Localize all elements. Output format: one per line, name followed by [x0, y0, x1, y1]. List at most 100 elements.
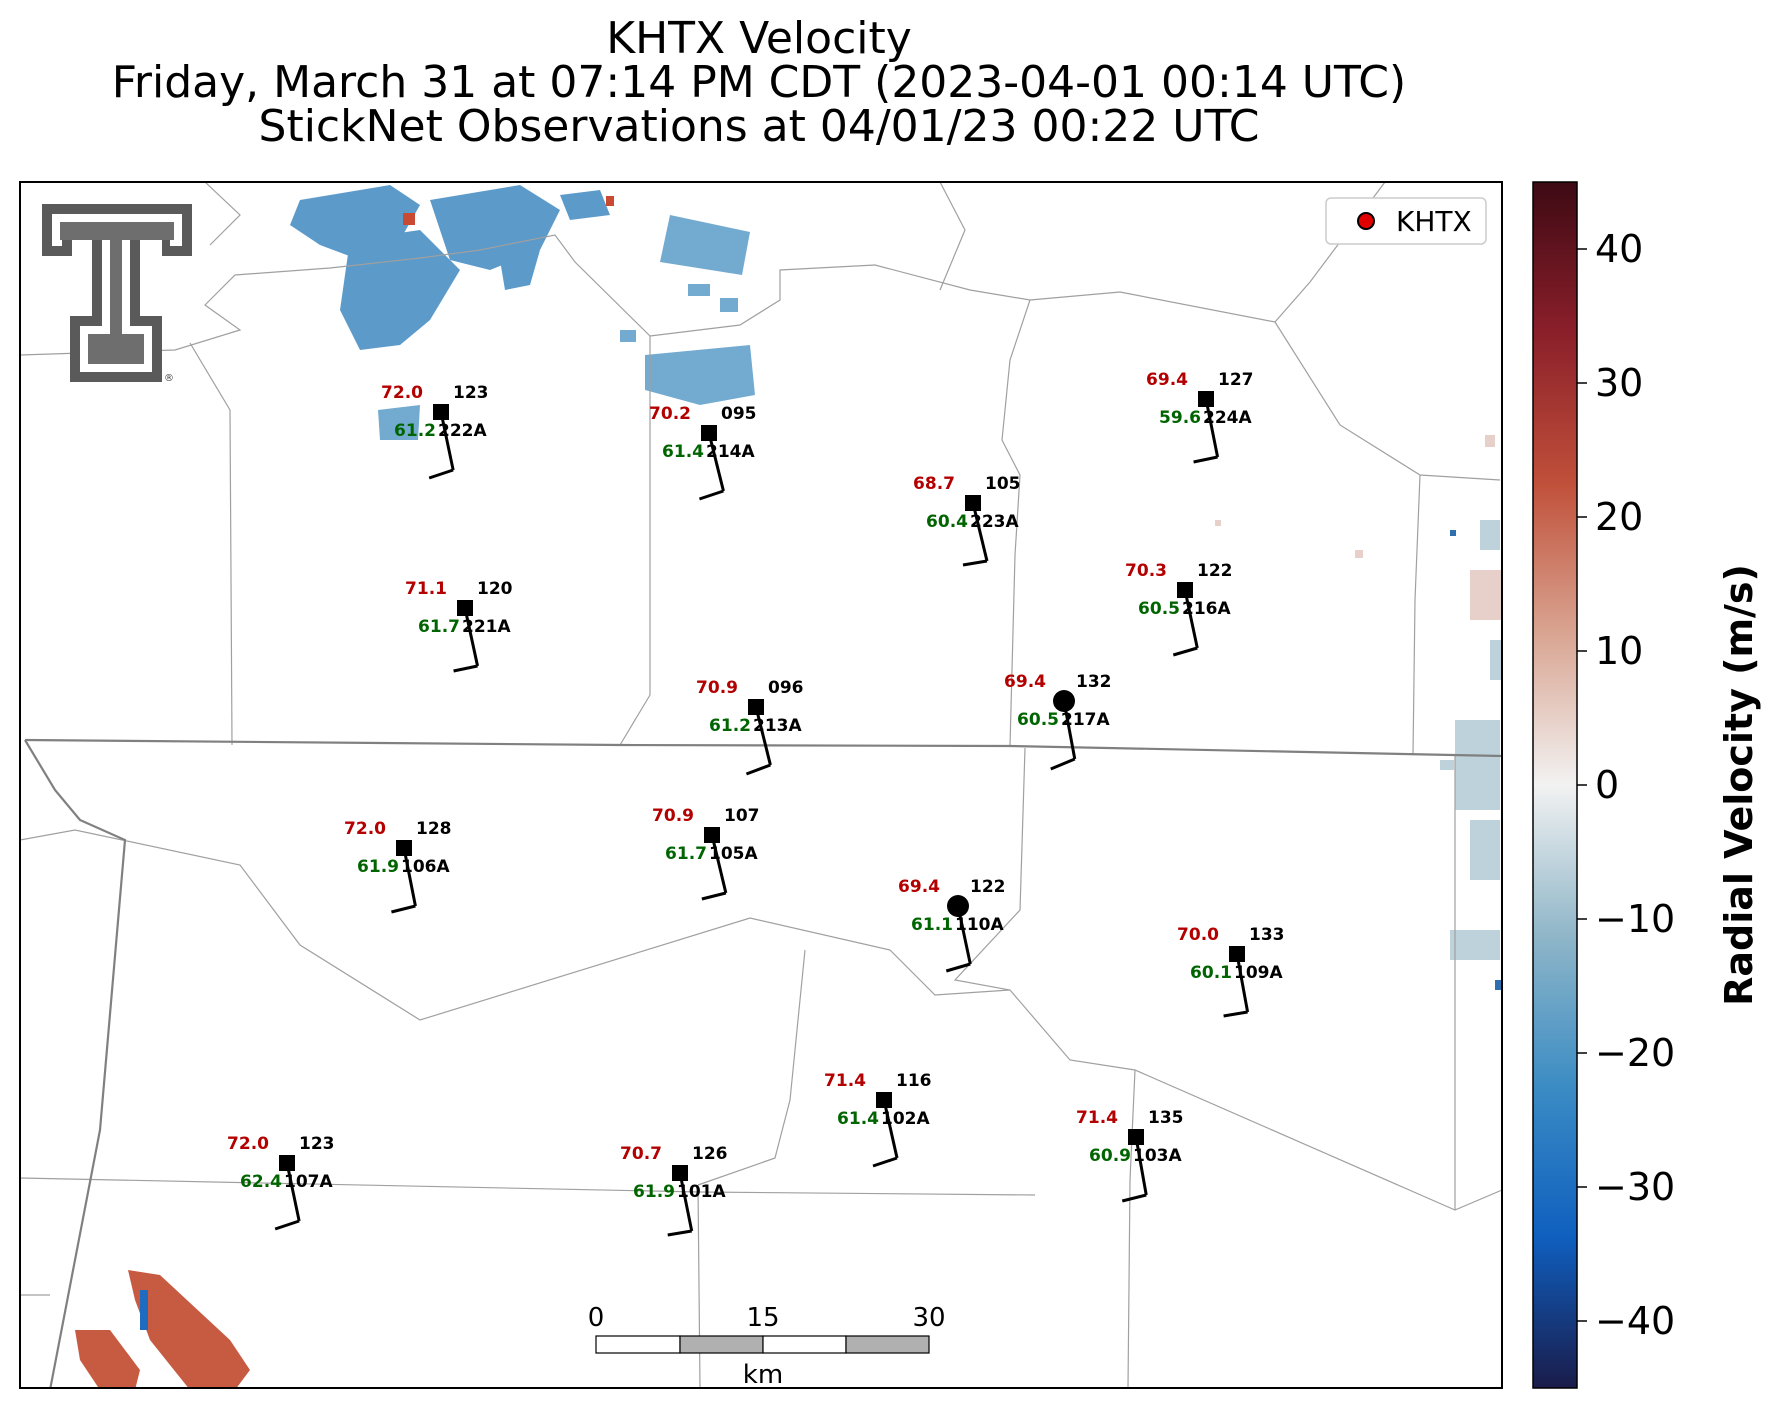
station-dewpoint: 61.1	[911, 915, 953, 935]
scale-bar: 0 15 30 km	[588, 1303, 946, 1390]
wind-barb-flag	[391, 904, 416, 914]
station-temperature: 71.4	[1076, 1108, 1118, 1128]
title-line-3: StickNet Observations at 04/01/23 00:22 …	[258, 101, 1260, 152]
wind-barb-staff	[1183, 589, 1199, 649]
station-109A: 70.0 133 60.1 109A	[1177, 925, 1285, 1018]
station-temperature: 69.4	[898, 877, 940, 897]
station-wind-direction: 095	[721, 404, 757, 424]
colorbar-tick-label: 10	[1595, 629, 1643, 673]
colorbar-tick-label: 30	[1595, 361, 1643, 405]
wind-barb-flag	[701, 891, 727, 901]
station-marker-square	[876, 1092, 892, 1108]
station-marker-square	[279, 1155, 295, 1171]
station-dewpoint: 61.2	[709, 716, 751, 736]
wind-barb-staff	[710, 834, 728, 894]
wind-barb-staff	[754, 706, 772, 766]
wind-barb-flag	[698, 489, 724, 501]
radar-echoes	[75, 185, 1502, 1388]
station-101A: 70.7 126 61.9 101A	[620, 1144, 728, 1237]
station-id: 222A	[438, 421, 487, 441]
station-222A: 72.0 123 61.2 222A	[381, 383, 489, 480]
wind-barb-staff	[463, 607, 480, 667]
colorbar-label: Radial Velocity (m/s)	[1717, 564, 1761, 1006]
colorbar: 40 30 20 10 0 −10 −20 −30 −40 Radial Velocity (m…	[1532, 181, 1761, 1389]
station-dewpoint: 61.4	[837, 1109, 879, 1129]
colorbar-tick-label: 40	[1595, 227, 1643, 271]
wind-barb-flag	[1193, 455, 1218, 464]
station-id: 224A	[1203, 408, 1252, 428]
wind-barb-staff	[439, 411, 455, 471]
wind-barb-flag	[274, 1219, 300, 1231]
station-dewpoint: 60.1	[1190, 963, 1232, 983]
station-wind-direction: 096	[768, 678, 804, 698]
station-marker-square	[701, 425, 717, 441]
station-marker-square	[704, 827, 720, 843]
station-221A: 71.1 120 61.7 221A	[405, 579, 513, 673]
wind-barb-flag	[667, 1229, 692, 1237]
station-wind-direction: 122	[1197, 561, 1233, 581]
station-marker-square	[672, 1165, 688, 1181]
station-dewpoint: 61.2	[394, 421, 436, 441]
station-wind-direction: 120	[477, 579, 513, 599]
map-panel[interactable]	[19, 181, 1503, 1390]
station-marker-square	[396, 840, 412, 856]
station-marker-circle	[1053, 690, 1075, 712]
title-line-2: Friday, March 31 at 07:14 PM CDT (2023-0…	[111, 57, 1407, 108]
station-id: 102A	[881, 1109, 930, 1129]
station-temperature: 72.0	[344, 819, 386, 839]
station-temperature: 72.0	[381, 383, 423, 403]
wind-barb-staff	[1235, 953, 1250, 1013]
station-dewpoint: 59.6	[1159, 408, 1201, 428]
wind-barb-staff	[678, 1172, 694, 1232]
state-border	[24, 738, 1502, 1388]
station-temperature: 70.3	[1125, 561, 1167, 581]
wind-barb-flag	[453, 664, 478, 673]
station-wind-direction: 123	[299, 1134, 335, 1154]
station-marker-circle	[947, 895, 969, 917]
station-id: 101A	[677, 1182, 726, 1202]
station-temperature: 71.1	[405, 579, 447, 599]
station-107A: 72.0 123 62.4 107A	[227, 1134, 335, 1231]
station-id: 107A	[284, 1172, 333, 1192]
colorbar-tick-label: −30	[1595, 1165, 1675, 1209]
wind-barb-flag	[962, 559, 988, 567]
station-id: 213A	[753, 716, 802, 736]
station-dewpoint: 60.5	[1138, 599, 1180, 619]
station-marker-square	[1198, 391, 1214, 407]
station-id: 223A	[970, 512, 1019, 532]
station-id: 216A	[1182, 599, 1231, 619]
station-wind-direction: 105	[985, 474, 1021, 494]
station-110A: 69.4 122 61.1 110A	[898, 877, 1006, 973]
station-marker-square	[457, 600, 473, 616]
wind-barb-flag	[745, 763, 771, 776]
station-id: 105A	[709, 844, 758, 864]
station-temperature: 69.4	[1146, 370, 1188, 390]
station-temperature: 70.9	[652, 806, 694, 826]
station-temperature: 71.4	[824, 1071, 866, 1091]
station-wind-direction: 107	[724, 806, 760, 826]
station-217A: 69.4 132 60.5 217A	[1004, 672, 1112, 771]
colorbar-tick-label: 0	[1595, 763, 1619, 807]
station-wind-direction: 126	[692, 1144, 728, 1164]
station-temperature: 70.2	[649, 404, 691, 424]
station-marker-square	[1128, 1129, 1144, 1145]
station-216A: 70.3 122 60.5 216A	[1125, 561, 1233, 657]
wind-barb-staff	[402, 847, 417, 907]
station-dewpoint: 61.4	[662, 442, 704, 462]
colorbar-gradient	[1532, 181, 1578, 1389]
station-wind-direction: 122	[970, 877, 1006, 897]
wind-barb-staff	[285, 1162, 301, 1222]
wind-barb-flag	[945, 962, 971, 973]
station-wind-direction: 123	[453, 383, 489, 403]
station-temperature: 69.4	[1004, 672, 1046, 692]
station-id: 103A	[1133, 1146, 1182, 1166]
station-dewpoint: 60.4	[926, 512, 968, 532]
wind-barb-staff	[707, 432, 725, 492]
wind-barb-staff	[971, 502, 989, 562]
station-marker-square	[433, 404, 449, 420]
station-dewpoint: 61.7	[418, 617, 460, 637]
station-temperature: 70.7	[620, 1144, 662, 1164]
station-dewpoint: 61.9	[357, 857, 399, 877]
scalebar-unit: km	[743, 1360, 783, 1390]
